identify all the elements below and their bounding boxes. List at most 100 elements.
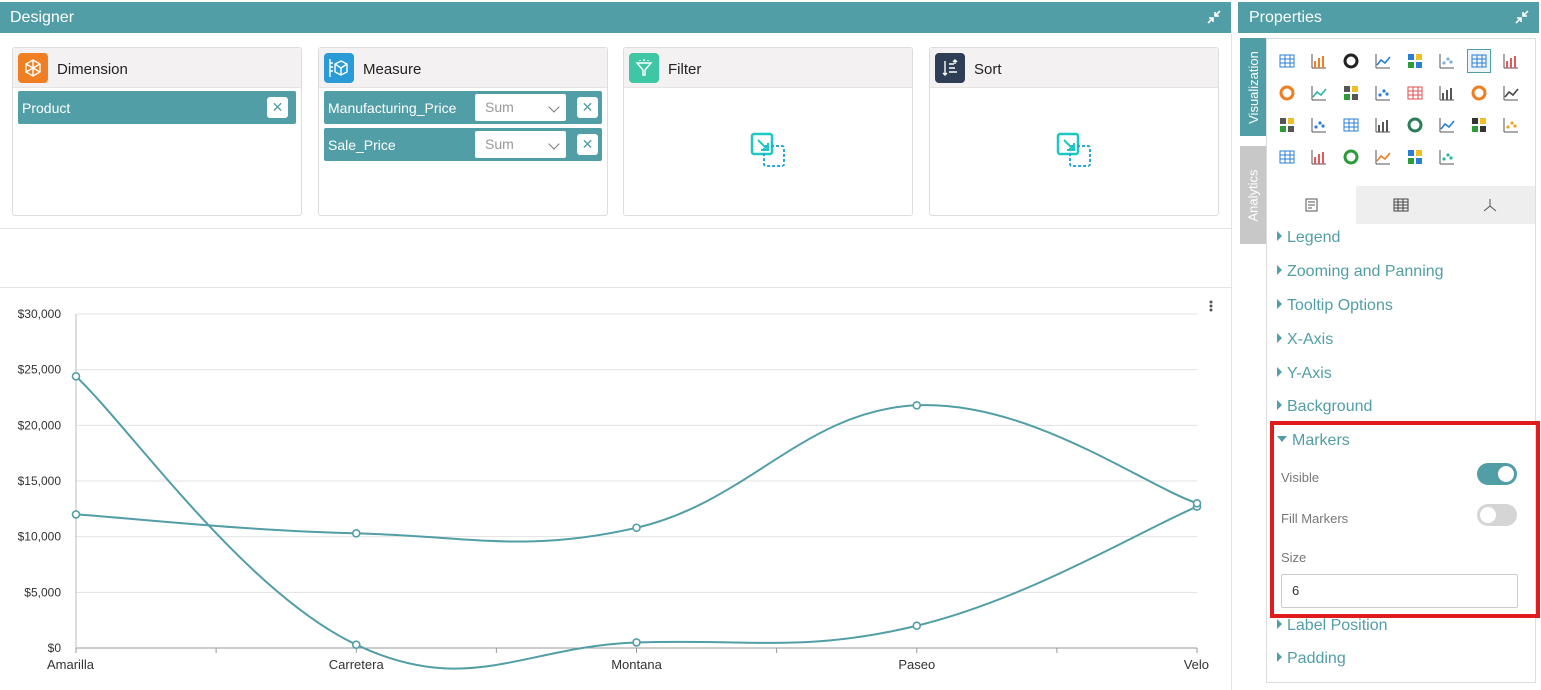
section-zooming[interactable]: Zooming and Panning	[1277, 263, 1444, 281]
highlight-box	[1270, 421, 1540, 618]
dimension-card: Dimension Product ✕	[12, 47, 302, 216]
list-icon[interactable]	[1371, 113, 1395, 137]
section-label: Padding	[1287, 650, 1346, 667]
radar-chart-icon[interactable]	[1371, 81, 1395, 105]
line-area-icon[interactable]	[1275, 113, 1299, 137]
aggregate-select[interactable]: Sum	[475, 131, 566, 158]
pivot-icon[interactable]	[1435, 113, 1459, 137]
tab-data[interactable]	[1356, 186, 1445, 224]
remove-field-button[interactable]: ✕	[577, 97, 598, 118]
tab-formatting[interactable]	[1267, 186, 1356, 224]
dimension-field-label: Product	[22, 100, 71, 116]
properties-panel: Legend Zooming and Panning Tooltip Optio…	[1266, 38, 1536, 683]
size-label: Size	[1281, 550, 1307, 565]
visible-label: Visible	[1281, 470, 1320, 485]
sort-title: Sort	[974, 61, 1002, 78]
step-line-icon[interactable]	[1435, 81, 1459, 105]
data-point[interactable]	[71, 372, 81, 381]
tab-visualization-label: Visualization	[1245, 50, 1261, 124]
data-point[interactable]	[912, 400, 922, 410]
measure-card: Measure Manufacturing_Price Sum ✕ Sale_P…	[318, 47, 608, 216]
aggregate-select[interactable]: Sum	[475, 94, 566, 121]
fill-markers-label: Fill Markers	[1281, 511, 1349, 526]
treemap-icon[interactable]	[1339, 145, 1363, 169]
dimension-field-chip[interactable]: Product ✕	[18, 91, 296, 124]
area-chart-icon[interactable]	[1371, 49, 1395, 73]
axis-icon	[1483, 199, 1496, 212]
drop-zone-icon[interactable]	[750, 132, 788, 170]
size-input[interactable]: 6	[1281, 574, 1518, 608]
caret-right-icon	[1277, 265, 1282, 275]
toggle-knob	[1480, 507, 1496, 523]
spline-area-icon[interactable]	[1435, 49, 1459, 73]
range-area-icon[interactable]	[1307, 145, 1331, 169]
caret-right-icon	[1277, 367, 1282, 377]
section-tooltip[interactable]: Tooltip Options	[1277, 297, 1393, 315]
bar-chart-icon[interactable]	[1339, 49, 1363, 73]
data-point[interactable]	[632, 523, 641, 533]
combo-chart-icon[interactable]	[1339, 81, 1363, 105]
caret-right-icon	[1277, 299, 1282, 309]
section-label: Legend	[1287, 229, 1341, 246]
sankey-icon[interactable]	[1371, 145, 1395, 169]
stacked-bar-icon[interactable]	[1403, 49, 1427, 73]
line-chart-icon[interactable]	[1467, 49, 1491, 73]
tab-visualization[interactable]: Visualization	[1240, 38, 1266, 136]
section-legend[interactable]: Legend	[1277, 229, 1340, 247]
data-point[interactable]	[632, 638, 641, 647]
properties-header: Properties	[1238, 2, 1539, 33]
collapse-icon[interactable]	[1207, 10, 1221, 24]
collapse-icon[interactable]	[1515, 10, 1529, 24]
scatter-icon[interactable]	[1403, 145, 1427, 169]
donut-chart-icon[interactable]	[1307, 81, 1331, 105]
data-point[interactable]	[912, 621, 922, 631]
y-tick-label: $0	[48, 641, 62, 655]
line-chart: $0 $5,000 $10,000 $15,000 $20,000 $25,000 $30,…	[0, 288, 1231, 690]
section-label-position[interactable]: Label Position	[1277, 617, 1388, 635]
data-point[interactable]	[351, 640, 361, 649]
card-icon[interactable]	[1403, 113, 1427, 137]
section-padding[interactable]: Padding	[1277, 650, 1346, 668]
caret-right-icon	[1277, 619, 1282, 629]
data-point[interactable]	[71, 510, 81, 519]
ring-icon[interactable]	[1339, 113, 1363, 137]
image-icon[interactable]	[1275, 145, 1299, 169]
thermometer-icon[interactable]	[1499, 81, 1523, 105]
data-point[interactable]	[1192, 498, 1202, 508]
remove-field-button[interactable]: ✕	[577, 134, 598, 155]
fill-markers-toggle[interactable]	[1477, 504, 1517, 526]
column-chart-icon[interactable]	[1307, 49, 1331, 73]
x-tick-label: Montana	[611, 657, 662, 672]
more-options-icon[interactable]	[1209, 300, 1213, 312]
gauge-icon[interactable]	[1467, 81, 1491, 105]
measure-field-chip[interactable]: Sale_Price Sum ✕	[324, 128, 602, 161]
funnel-icon[interactable]	[1499, 49, 1523, 73]
designer-header: Designer	[0, 2, 1231, 33]
remove-field-button[interactable]: ✕	[267, 97, 288, 118]
caret-down-icon	[1277, 436, 1287, 442]
section-markers[interactable]: Markers	[1277, 432, 1350, 450]
section-y-axis[interactable]: Y-Axis	[1277, 365, 1332, 383]
visible-toggle[interactable]	[1477, 463, 1517, 485]
filter-icon	[629, 53, 659, 83]
filter-title: Filter	[668, 61, 702, 78]
waterfall-icon[interactable]	[1435, 145, 1459, 169]
divider	[0, 228, 1232, 229]
grid-chart-icon[interactable]	[1275, 49, 1299, 73]
section-x-axis[interactable]: X-Axis	[1277, 331, 1333, 349]
divider	[1231, 31, 1232, 690]
tab-axis[interactable]	[1445, 186, 1534, 224]
drop-zone-icon[interactable]	[1056, 132, 1094, 170]
data-point[interactable]	[351, 529, 361, 538]
radial-icon[interactable]	[1307, 113, 1331, 137]
pie-chart-icon[interactable]	[1275, 81, 1299, 105]
table-icon	[1393, 198, 1408, 212]
section-background[interactable]: Background	[1277, 398, 1372, 416]
aggregate-value: Sum	[485, 99, 514, 115]
tab-analytics[interactable]: Analytics	[1240, 146, 1266, 244]
measure-field-chip[interactable]: Manufacturing_Price Sum ✕	[324, 91, 602, 124]
heatmap-icon[interactable]	[1403, 81, 1427, 105]
map-icon[interactable]	[1499, 113, 1523, 137]
candlestick-icon[interactable]	[1467, 113, 1491, 137]
aggregate-value: Sum	[485, 136, 514, 152]
